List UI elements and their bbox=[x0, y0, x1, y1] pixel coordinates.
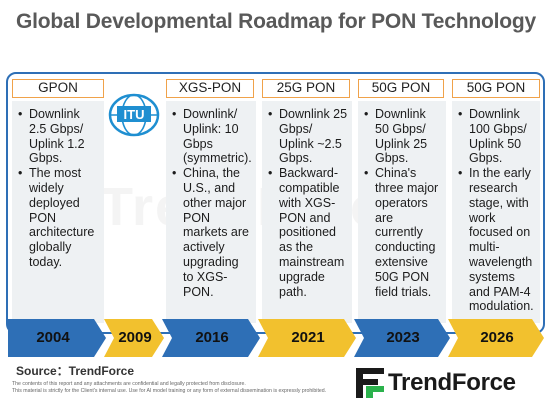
tech-column-2: Downlink 25 Gbps/ Uplink ~2.5 Gbps.Backw… bbox=[262, 101, 352, 323]
tech-column-1: Downlink/ Uplink: 10 Gbps (symmetric).Ch… bbox=[166, 101, 256, 323]
timeline-arrow-2004: 2004 bbox=[8, 319, 106, 357]
timeline-arrow-2009: 2009 bbox=[104, 319, 164, 357]
tech-label-0: GPON bbox=[12, 79, 104, 98]
bullet-item: Downlink 100 Gbps/ Uplink 50 Gbps. bbox=[458, 107, 536, 166]
bullet-item: Downlink 50 Gbps/ Uplink 25 Gbps. bbox=[364, 107, 442, 166]
itu-logo-icon: ITU bbox=[108, 93, 160, 137]
timeline-year: 2026 bbox=[480, 329, 514, 346]
bullet-item: The most widely deployed PON architectur… bbox=[18, 166, 100, 270]
source-note: Source：TrendForce bbox=[16, 364, 135, 378]
timeline-year: 2009 bbox=[118, 329, 152, 346]
disclaimer-line-1: The contents of this report and any atta… bbox=[12, 381, 246, 387]
itu-logo-text: ITU bbox=[124, 107, 145, 122]
tech-label-2: 25G PON bbox=[262, 79, 350, 98]
timeline-arrow-2021: 2021 bbox=[258, 319, 356, 357]
bullet-item: Downlink/ Uplink: 10 Gbps (symmetric). bbox=[172, 107, 252, 166]
brand-logo-text: TrendForce bbox=[388, 369, 516, 396]
tech-label-1: XGS-PON bbox=[166, 79, 254, 98]
tech-label-4: 50G PON bbox=[452, 79, 540, 98]
bullet-item: Backward-compatible with XGS-PON and pos… bbox=[268, 166, 348, 299]
tech-column-0: Downlink 2.5 Gbps/ Uplink 1.2 Gbps.The m… bbox=[12, 101, 104, 323]
disclaimer-line-2: This material is strictly for the Client… bbox=[12, 388, 327, 394]
timeline-year: 2023 bbox=[386, 329, 420, 346]
bullet-item: Downlink 2.5 Gbps/ Uplink 1.2 Gbps. bbox=[18, 107, 100, 166]
page-title: Global Developmental Roadmap for PON Tec… bbox=[16, 10, 536, 33]
timeline-year: 2004 bbox=[36, 329, 70, 346]
tech-column-4: Downlink 100 Gbps/ Uplink 50 Gbps.In the… bbox=[452, 101, 540, 323]
timeline-arrow-2023: 2023 bbox=[354, 319, 450, 357]
timeline-arrow-2016: 2016 bbox=[162, 319, 260, 357]
bullet-item: In the early research stage, with work f… bbox=[458, 166, 536, 314]
trendforce-logo-icon bbox=[356, 368, 384, 398]
timeline-year: 2016 bbox=[195, 329, 229, 346]
bullet-item: Downlink 25 Gbps/ Uplink ~2.5 Gbps. bbox=[268, 107, 348, 166]
bullet-item: China's three major operators are curren… bbox=[364, 166, 442, 299]
tech-column-3: Downlink 50 Gbps/ Uplink 25 Gbps.China's… bbox=[358, 101, 446, 323]
bullet-item: China, the U.S., and other major PON mar… bbox=[172, 166, 252, 299]
tech-label-3: 50G PON bbox=[358, 79, 444, 98]
timeline-year: 2021 bbox=[291, 329, 325, 346]
timeline-arrow-2026: 2026 bbox=[448, 319, 544, 357]
